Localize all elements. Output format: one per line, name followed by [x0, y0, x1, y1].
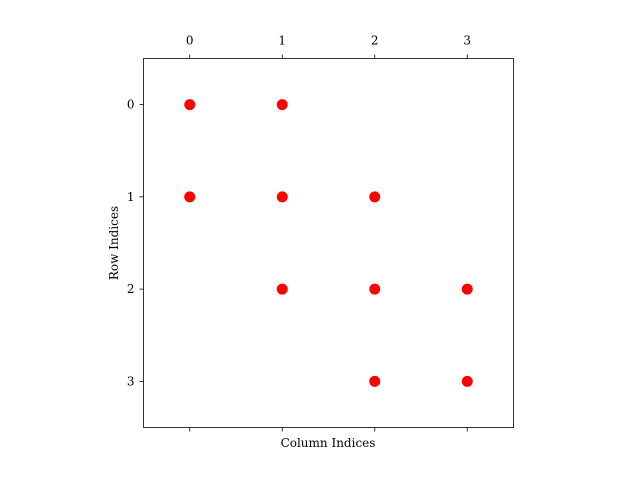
- y-tick-label: 2: [127, 282, 135, 296]
- x-tick-label: 2: [371, 34, 379, 48]
- y-tick-label: 3: [127, 374, 135, 388]
- x-axis-ticks: 0 1 2 3: [186, 34, 471, 432]
- data-point: [276, 191, 288, 203]
- data-point: [461, 375, 473, 387]
- data-point: [369, 375, 381, 387]
- x-tick-label: 3: [463, 34, 471, 48]
- data-point: [369, 191, 381, 203]
- data-points: [184, 99, 473, 387]
- data-point: [184, 191, 196, 203]
- plot-area: [143, 58, 514, 428]
- y-axis-label: Row Indices: [107, 206, 121, 280]
- data-point: [276, 283, 288, 295]
- x-axis-label: Column Indices: [281, 436, 376, 450]
- y-axis-ticks: 0 1 2 3: [127, 98, 144, 388]
- data-point: [461, 283, 473, 295]
- x-tick-label: 1: [278, 34, 286, 48]
- data-point: [184, 99, 196, 111]
- y-tick-label: 0: [127, 98, 135, 112]
- data-point: [369, 283, 381, 295]
- x-tick-label: 0: [186, 34, 194, 48]
- y-tick-label: 1: [127, 190, 135, 204]
- data-point: [276, 99, 288, 111]
